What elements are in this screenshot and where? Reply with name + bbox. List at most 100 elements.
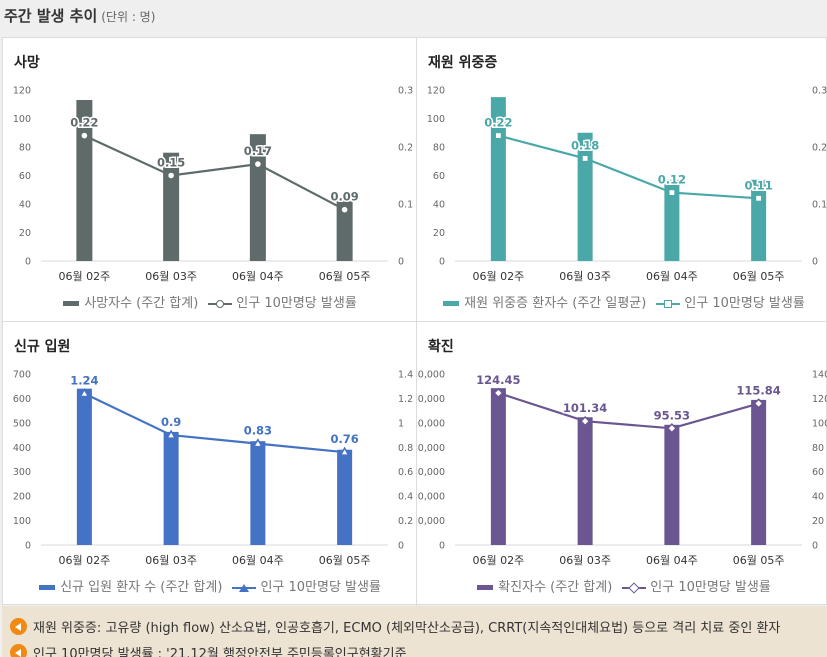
y2-tick-label: 0 — [398, 541, 404, 552]
y-tick-label: 60 — [433, 171, 445, 182]
data-label: 95.53 — [654, 408, 690, 422]
y-tick-label: 0 — [439, 257, 445, 268]
legend-line-swatch — [232, 582, 257, 594]
y2-tick-label: 20 — [812, 516, 824, 527]
speaker-icon — [10, 644, 27, 657]
chart-legend: 사망자수 (주간 합계) 인구 10만명당 발생률 — [3, 292, 417, 311]
legend-marker-icon — [664, 299, 673, 308]
section-heading: 주간 발생 추이 (단위 : 명) — [4, 5, 155, 26]
line-point — [166, 171, 176, 180]
y2-tick-label: 1 — [398, 418, 404, 429]
x-tick-label: 06월 03주 — [145, 270, 197, 283]
line-point — [339, 446, 350, 456]
line-point — [753, 398, 764, 409]
x-tick-label: 06월 04주 — [646, 554, 698, 567]
chart-critical: 0 20 40 60 80 100 120 0 0.1 0.2 0.3 06월 02주 06월 03주 0… — [427, 86, 827, 284]
legend-bar-label: 신규 입원 환자 수 (주간 합계) — [60, 580, 223, 595]
panel-admissions: 0 100 200 300 400 500 600 700 0 0.2 0.4 0.6 0.8 1 1.2 1… — [3, 322, 417, 606]
y2-tick-label: 0.2 — [398, 516, 413, 527]
y2-tick-label: 1.4 — [398, 370, 413, 381]
bar — [337, 449, 353, 545]
y-tick-label: 100 — [427, 114, 445, 125]
chart-confirmed: 0 10,000 20,000 30,000 40,000 50,000 60,000 70,… — [417, 370, 827, 568]
legend-marker-icon — [216, 299, 225, 308]
unit-label: (단위 : 명) — [101, 10, 156, 24]
y2-tick-label: 0.3 — [398, 86, 413, 97]
y-tick-label: 0 — [25, 541, 31, 552]
y2-tick-label: 120 — [812, 394, 827, 405]
panel-title: 사망 — [14, 55, 40, 71]
x-tick-label: 06월 05주 — [319, 270, 371, 283]
y2-tick-label: 0.2 — [398, 143, 413, 154]
footnote-critical: 재원 위중증: 고유량 (high flow) 산소요법, 인공호흡기, ECM… — [10, 617, 780, 637]
line-point — [666, 423, 678, 434]
bar — [664, 424, 680, 545]
x-tick-label: 06월 03주 — [559, 270, 611, 283]
y-tick-label: 700 — [13, 370, 31, 381]
data-label: 0.9 — [161, 415, 181, 429]
data-label: 0.09 — [330, 190, 358, 204]
legend-bar-swatch — [477, 585, 494, 590]
y-tick-label: 40 — [433, 200, 445, 211]
rate-line — [498, 391, 759, 430]
bar — [250, 441, 266, 545]
bar — [76, 388, 92, 545]
legend-line-label: 인구 10만명당 발생률 — [260, 580, 381, 595]
y2-tick-label: 140 — [812, 370, 827, 381]
bar — [664, 179, 680, 261]
y-tick-label: 400 — [13, 443, 31, 454]
legend-line-swatch — [208, 298, 233, 310]
y2-tick-label: 0.1 — [812, 200, 827, 211]
panel-title: 확진 — [428, 339, 454, 355]
data-label: 0.12 — [658, 173, 686, 187]
bar — [577, 132, 593, 261]
y2-tick-label: 0.6 — [398, 467, 413, 478]
y-tick-label: 0 — [25, 257, 31, 268]
y2-tick-label: 60 — [812, 467, 824, 478]
bar — [490, 388, 506, 545]
rate-line — [498, 134, 759, 200]
x-tick-label: 06월 02주 — [59, 554, 111, 567]
line-point — [252, 438, 264, 448]
legend-marker-icon — [628, 581, 640, 594]
legend-marker-icon — [239, 583, 250, 592]
x-tick-label: 06월 02주 — [473, 270, 525, 283]
y2-tick-label: 100 — [812, 418, 827, 429]
line-point — [579, 415, 591, 427]
x-tick-label: 06월 02주 — [59, 270, 111, 283]
line-point — [754, 194, 763, 203]
y-tick-label: 20,000 — [417, 492, 445, 503]
y2-tick-label: 0 — [812, 257, 818, 268]
panel-deaths: 0 20 40 60 80 100 120 0 0.1 0.2 0.3 06월 02주 06월 03주 0… — [3, 38, 417, 322]
legend-bar-label: 사망자수 (주간 합계) — [84, 296, 199, 311]
y-tick-label: 40 — [19, 200, 31, 211]
data-label: 1.24 — [70, 374, 98, 388]
line-point — [493, 387, 504, 399]
data-label: 0.11 — [744, 178, 772, 192]
x-tick-label: 06월 04주 — [232, 554, 284, 567]
footnote-rate: 인구 10만명당 발생률 : '21.12월 행정안전부 주민등록인구현황기준 — [10, 643, 407, 657]
y2-tick-label: 0 — [398, 257, 404, 268]
bar — [577, 417, 593, 545]
line-point — [79, 388, 90, 398]
footnotes: 재원 위중증: 고유량 (high flow) 산소요법, 인공호흡기, ECM… — [2, 606, 827, 657]
y-tick-label: 500 — [13, 418, 31, 429]
line-point — [79, 131, 89, 140]
legend-line-label: 인구 10만명당 발생률 — [684, 296, 805, 311]
data-label: 0.17 — [244, 144, 272, 158]
panel-title: 재원 위중증 — [428, 55, 498, 71]
data-label: 0.22 — [70, 116, 98, 130]
x-tick-label: 06월 05주 — [733, 270, 785, 283]
x-tick-label: 06월 03주 — [559, 554, 611, 567]
y2-tick-label: 80 — [812, 443, 824, 454]
data-label: 124.45 — [476, 373, 520, 387]
line-point — [494, 131, 503, 140]
y2-tick-label: 40 — [812, 492, 824, 503]
line-point — [165, 429, 177, 439]
line-point — [253, 159, 263, 169]
y2-tick-label: 0.4 — [398, 492, 413, 503]
legend-bar-label: 확진자수 (주간 합계) — [498, 580, 613, 595]
section-title: 주간 발생 추이 — [4, 7, 98, 25]
data-label: 0.83 — [244, 424, 272, 438]
